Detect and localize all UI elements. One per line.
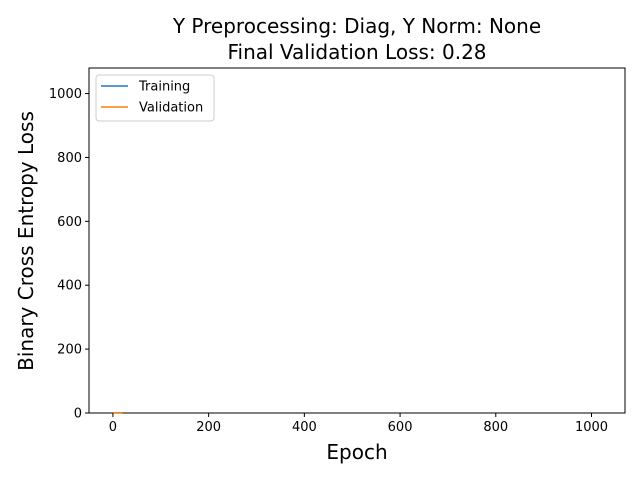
x-axis-label: Epoch (326, 440, 387, 464)
x-tick-label: 800 (483, 420, 508, 435)
x-tick-label: 600 (388, 420, 413, 435)
legend-label-validation: Validation (139, 101, 203, 116)
y-tick-label: 1000 (49, 87, 82, 102)
y-tick-label: 600 (57, 215, 82, 230)
x-tick-label: 200 (196, 420, 221, 435)
y-axis-label: Binary Cross Entropy Loss (14, 111, 38, 371)
legend: Training Validation (95, 74, 215, 122)
y-tick-label: 800 (57, 151, 82, 166)
x-tick-label: 0 (109, 420, 117, 435)
y-tick-label: 0 (74, 407, 82, 422)
y-tick-label: 400 (57, 279, 82, 294)
legend-label-training: Training (138, 80, 190, 95)
chart-title-line-1: Y Preprocessing: Diag, Y Norm: None (172, 14, 541, 38)
axes-frame (88, 67, 626, 414)
plot-area (88, 67, 626, 414)
x-tick-label: 400 (292, 420, 317, 435)
y-tick-label: 200 (57, 343, 82, 358)
chart-title-line-2: Final Validation Loss: 0.28 (227, 40, 486, 64)
x-tick-label: 1000 (575, 420, 608, 435)
ticks-layer: 0 200 400 600 800 1000 0 200 400 600 800 1000 (49, 87, 608, 435)
